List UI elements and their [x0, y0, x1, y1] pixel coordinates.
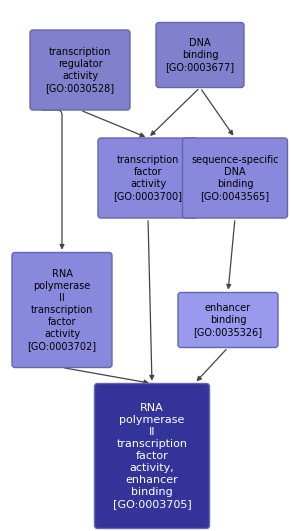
FancyBboxPatch shape: [156, 22, 244, 88]
FancyBboxPatch shape: [182, 138, 288, 218]
Text: transcription
factor
activity
[GO:0003700]: transcription factor activity [GO:000370…: [113, 155, 182, 201]
FancyBboxPatch shape: [30, 30, 130, 110]
FancyBboxPatch shape: [178, 293, 278, 347]
Text: enhancer
binding
[GO:0035326]: enhancer binding [GO:0035326]: [194, 303, 262, 337]
Text: sequence-specific
DNA
binding
[GO:0043565]: sequence-specific DNA binding [GO:004356…: [191, 155, 279, 201]
Text: transcription
regulator
activity
[GO:0030528]: transcription regulator activity [GO:003…: [45, 47, 115, 93]
Text: RNA
polymerase
II
transcription
factor
activity,
enhancer
binding
[GO:0003705]: RNA polymerase II transcription factor a…: [113, 403, 191, 509]
FancyBboxPatch shape: [12, 253, 112, 367]
Text: DNA
binding
[GO:0003677]: DNA binding [GO:0003677]: [166, 38, 235, 72]
Text: RNA
polymerase
II
transcription
factor
activity
[GO:0003702]: RNA polymerase II transcription factor a…: [27, 269, 97, 351]
FancyBboxPatch shape: [98, 138, 198, 218]
FancyBboxPatch shape: [95, 383, 210, 528]
